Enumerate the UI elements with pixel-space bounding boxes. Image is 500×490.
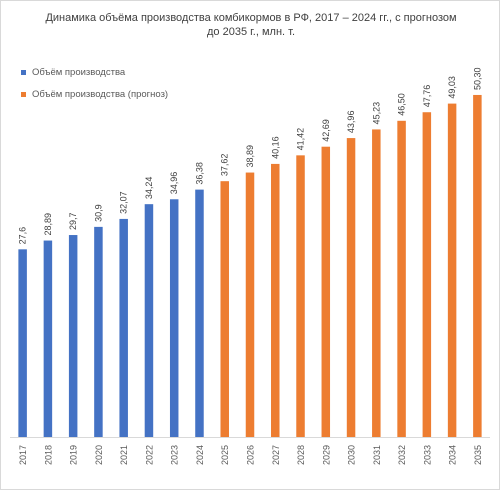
x-tick-label-2031: 2031	[372, 445, 382, 465]
bar-actual-2022	[144, 204, 154, 437]
x-tick-label-2018: 2018	[43, 445, 53, 465]
legend-label-forecast: Объём производства (прогноз)	[32, 88, 169, 100]
data-label-2022: 34,24	[144, 177, 154, 200]
chart-title: Динамика объёма производства комбикормов…	[45, 12, 457, 38]
bar-actual-2017	[18, 249, 27, 437]
data-label-2024: 36,38	[194, 162, 204, 185]
data-label-2021: 32,07	[119, 191, 129, 214]
bar-actual-2019	[68, 235, 78, 437]
x-tick-label-2033: 2033	[422, 445, 432, 465]
bar-forecast-2031	[372, 129, 381, 437]
bar-forecast-2032	[397, 120, 406, 438]
x-tick-label-2025: 2025	[220, 445, 230, 465]
data-label-2026: 38,89	[245, 145, 255, 168]
data-label-2034: 49,03	[447, 76, 457, 99]
bar-forecast-2033	[422, 112, 432, 438]
legend-swatch-forecast	[21, 91, 26, 97]
bar-forecast-2035	[473, 94, 482, 438]
bar-actual-2018	[43, 240, 53, 437]
bar-actual-2024	[195, 189, 204, 437]
data-label-2020: 30,9	[93, 204, 103, 222]
data-label-2032: 46,50	[397, 93, 407, 116]
data-label-2029: 42,69	[321, 119, 331, 142]
legend-item-actual: Объём производства	[21, 65, 168, 79]
data-label-2025: 37,62	[220, 154, 230, 177]
bar-forecast-2034	[447, 103, 457, 437]
bar-actual-2023	[169, 199, 179, 437]
legend: Объём производства Объём производства (п…	[21, 65, 168, 101]
x-tick-label-2034: 2034	[448, 445, 458, 465]
data-label-2017: 27,6	[18, 227, 28, 245]
x-tick-label-2030: 2030	[347, 445, 357, 465]
data-label-2019: 29,7	[68, 213, 78, 231]
x-tick-label-2026: 2026	[246, 445, 256, 465]
legend-swatch-actual	[21, 69, 26, 75]
x-tick-label-2028: 2028	[296, 445, 306, 465]
x-tick-label-2027: 2027	[271, 445, 281, 465]
data-label-2035: 50,30	[472, 67, 482, 90]
data-label-2033: 47,76	[422, 85, 432, 108]
bar-forecast-2026	[245, 172, 255, 437]
legend-label-actual: Объём производства	[32, 66, 126, 78]
x-tick-label-2029: 2029	[321, 445, 331, 465]
bar-actual-2020	[94, 226, 103, 437]
bar-forecast-2025	[220, 181, 229, 437]
x-tick-label-2019: 2019	[69, 445, 79, 465]
x-tick-label-2023: 2023	[170, 445, 180, 465]
bar-forecast-2029	[321, 146, 331, 437]
data-label-2028: 41,42	[296, 128, 306, 151]
data-label-2031: 45,23	[371, 102, 381, 125]
data-label-2027: 40,16	[270, 136, 280, 159]
legend-item-forecast: Объём производства (прогноз)	[21, 87, 168, 101]
bar-actual-2021	[119, 218, 128, 437]
data-label-2018: 28,89	[43, 213, 53, 236]
bar-forecast-2027	[271, 163, 280, 438]
x-tick-label-2021: 2021	[119, 445, 129, 465]
x-tick-label-2035: 2035	[473, 445, 483, 465]
bar-forecast-2028	[296, 155, 305, 437]
x-tick-label-2024: 2024	[195, 445, 205, 465]
x-tick-label-2017: 2017	[18, 445, 28, 465]
x-tick-label-2032: 2032	[397, 445, 407, 465]
x-tick-label-2020: 2020	[94, 445, 104, 465]
bar-forecast-2030	[346, 138, 356, 437]
x-tick-label-2022: 2022	[144, 445, 154, 465]
data-label-2023: 34,96	[169, 172, 179, 195]
data-label-2030: 43,96	[346, 111, 356, 134]
